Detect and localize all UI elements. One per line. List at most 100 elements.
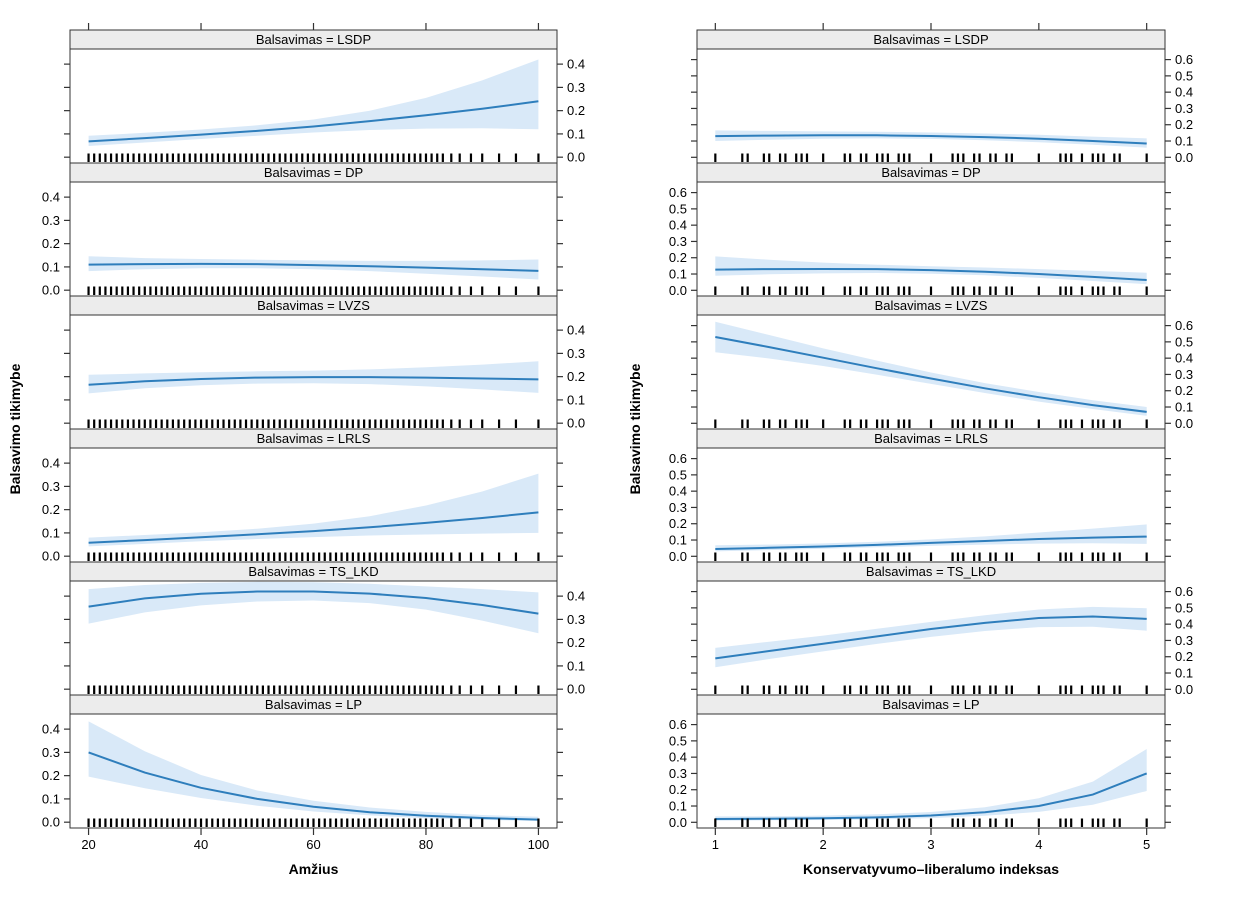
y-tick-label: 0.5 [669,733,687,748]
confidence-band [88,256,539,280]
y-tick-label: 0.5 [1175,68,1193,83]
y-tick-label: 0.1 [42,791,60,806]
x-tick-label: 20 [81,837,95,852]
y-axis-title: Balsavimo tikimybe [7,363,23,494]
fit-line [88,100,539,143]
y-tick-label: 0.3 [567,80,585,95]
y-tick-label: 0.1 [669,533,687,548]
y-tick-label: 0.5 [1175,600,1193,615]
x-tick-label: 100 [528,837,550,852]
y-tick-label: 0.0 [567,150,585,165]
panel-area [697,581,1165,695]
y-tick-label: 0.0 [42,815,60,830]
y-tick-label: 0.6 [1175,52,1193,67]
y-tick-label: 0.3 [669,500,687,515]
panel-area [697,714,1165,828]
y-tick-label: 0.2 [567,369,585,384]
y-tick-label: 0.4 [1175,351,1193,366]
y-tick-label: 0.2 [42,502,60,517]
y-tick-label: 0.0 [1175,416,1193,431]
x-tick-label: 4 [1035,837,1042,852]
panel-area [697,49,1165,163]
y-tick-label: 0.2 [1175,649,1193,664]
y-tick-label: 0.2 [1175,117,1193,132]
strip-label: Balsavimas = DP [881,165,980,180]
y-tick-label: 0.6 [669,451,687,466]
y-tick-label: 0.2 [567,103,585,118]
strip-label: Balsavimas = TS_LKD [248,564,378,579]
y-tick-label: 0.2 [669,516,687,531]
y-tick-label: 0.6 [1175,318,1193,333]
y-tick-label: 0.1 [42,525,60,540]
y-tick-label: 0.1 [1175,134,1193,149]
x-axis-title: Konservatyvumo–liberalumo indeksas [803,861,1059,877]
confidence-band [715,606,1147,668]
strip-label: Balsavimas = LVZS [875,298,988,313]
y-tick-label: 0.4 [42,456,60,471]
y-tick-label: 0.5 [669,201,687,216]
confidence-band [88,473,539,547]
confidence-band [88,59,539,146]
y-tick-label: 0.0 [669,549,687,564]
y-tick-label: 0.0 [567,416,585,431]
fit-line [715,615,1147,660]
y-tick-label: 0.3 [42,479,60,494]
strip-label: Balsavimas = LSDP [256,32,371,47]
strip-label: Balsavimas = LP [265,697,362,712]
x-tick-label: 1 [712,837,719,852]
x-tick-label: 40 [194,837,208,852]
x-tick-label: 2 [820,837,827,852]
fit-line [715,535,1147,550]
y-tick-label: 0.5 [669,467,687,482]
x-tick-label: 80 [419,837,433,852]
fit-line [715,336,1147,413]
y-tick-label: 0.1 [1175,666,1193,681]
y-tick-label: 0.3 [1175,101,1193,116]
right-trellis-chart: Balsavimas = LSDP0.00.10.20.30.40.50.6Ba… [627,23,1193,877]
y-tick-label: 0.4 [669,750,687,765]
fit-line [715,772,1148,820]
y-tick-label: 0.1 [42,259,60,274]
y-tick-label: 0.2 [567,635,585,650]
y-tick-label: 0.1 [567,126,585,141]
y-tick-label: 0.4 [567,589,585,604]
confidence-band [715,524,1147,552]
y-tick-label: 0.2 [669,782,687,797]
y-tick-label: 0.2 [42,236,60,251]
left-trellis-chart: Balsavimas = LSDP 0.0 0.1 0.2 0.3 0.4 Balsavim… [7,23,585,877]
y-tick-label: 0.3 [567,612,585,627]
fit-line [88,590,539,615]
strip-label: Balsavimas = TS_LKD [866,564,996,579]
y-tick-label: 0.4 [669,484,687,499]
fit-line [88,511,539,544]
strip-label: Balsavimas = DP [264,165,363,180]
y-tick-label: 0.1 [669,267,687,282]
y-tick-label: 0.1 [567,658,585,673]
y-tick-label: 0.3 [1175,367,1193,382]
confidence-band [715,749,1147,821]
y-tick-label: 0.2 [42,768,60,783]
y-tick-label: 0.5 [1175,334,1193,349]
y-tick-label: 0.3 [1175,633,1193,648]
y-tick-label: 0.3 [567,346,585,361]
y-tick-label: 0.1 [669,799,687,814]
strip-label: Balsavimas = LP [882,697,979,712]
y-tick-label: 0.3 [42,213,60,228]
fit-line [715,134,1147,145]
y-tick-label: 0.2 [669,250,687,265]
y-tick-label: 0.0 [42,549,60,564]
y-tick-label: 0.4 [42,722,60,737]
fit-line [88,376,539,386]
y-tick-label: 0.0 [567,682,585,697]
y-tick-label: 0.0 [1175,682,1193,697]
fit-line [88,751,539,821]
panel-area [697,315,1165,429]
panel-area [70,182,557,296]
fit-line [715,267,1147,281]
confidence-band [715,321,1147,416]
y-tick-label: 0.3 [42,745,60,760]
strip-label: Balsavimas = LRLS [257,431,371,446]
strip-label: Balsavimas = LVZS [257,298,370,313]
y-tick-label: 0.4 [669,218,687,233]
